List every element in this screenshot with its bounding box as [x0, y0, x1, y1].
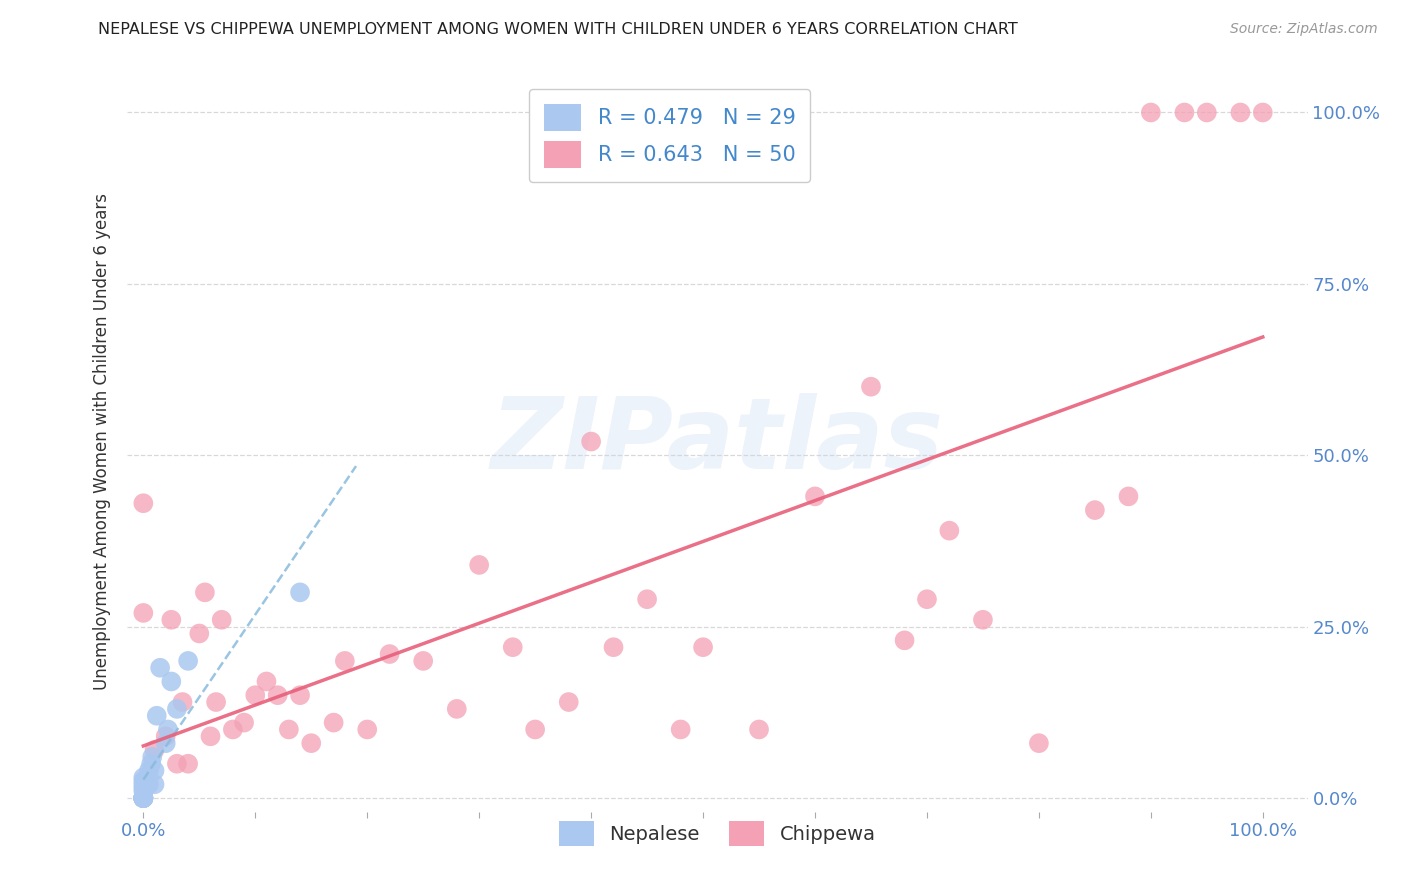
Point [1028, 736, 1050, 750]
Point [333, 654, 356, 668]
Point [132, 791, 155, 805]
Point [378, 647, 401, 661]
Point [132, 791, 155, 805]
Point [1173, 105, 1195, 120]
Text: Source: ZipAtlas.com: Source: ZipAtlas.com [1230, 22, 1378, 37]
Point [160, 613, 183, 627]
Legend: Nepalese, Chippewa: Nepalese, Chippewa [551, 814, 883, 854]
Point [132, 780, 155, 795]
Point [188, 626, 211, 640]
Point [692, 640, 714, 655]
Point [172, 695, 194, 709]
Point [938, 524, 960, 538]
Text: ZIPatlas: ZIPatlas [491, 393, 943, 490]
Point [132, 791, 155, 805]
Point [602, 640, 624, 655]
Point [132, 771, 155, 785]
Point [277, 723, 299, 737]
Y-axis label: Unemployment Among Women with Children Under 6 years: Unemployment Among Women with Children U… [93, 193, 111, 690]
Point [138, 764, 160, 778]
Point [160, 674, 183, 689]
Point [1229, 105, 1251, 120]
Point [132, 606, 155, 620]
Point [166, 702, 188, 716]
Point [132, 496, 155, 510]
Text: NEPALESE VS CHIPPEWA UNEMPLOYMENT AMONG WOMEN WITH CHILDREN UNDER 6 YEARS CORREL: NEPALESE VS CHIPPEWA UNEMPLOYMENT AMONG … [98, 22, 1018, 37]
Point [748, 723, 770, 737]
Point [288, 585, 311, 599]
Point [132, 791, 155, 805]
Point [211, 613, 233, 627]
Point [636, 592, 658, 607]
Point [524, 723, 547, 737]
Point [579, 434, 602, 449]
Point [468, 558, 491, 572]
Point [299, 736, 322, 750]
Point [1118, 489, 1140, 503]
Point [1195, 105, 1218, 120]
Point [915, 592, 938, 607]
Point [558, 695, 581, 709]
Point [143, 764, 166, 778]
Point [256, 674, 278, 689]
Point [132, 791, 155, 805]
Point [156, 723, 179, 737]
Point [288, 688, 311, 702]
Point [446, 702, 468, 716]
Point [804, 489, 827, 503]
Point [145, 708, 167, 723]
Point [155, 736, 177, 750]
Point [322, 715, 344, 730]
Point [200, 729, 222, 743]
Point [132, 791, 155, 805]
Point [1084, 503, 1107, 517]
Point [1251, 105, 1274, 120]
Point [177, 756, 200, 771]
Point [138, 777, 160, 791]
Point [132, 791, 155, 805]
Point [893, 633, 915, 648]
Point [222, 723, 245, 737]
Point [412, 654, 434, 668]
Point [266, 688, 288, 702]
Point [166, 756, 188, 771]
Point [132, 784, 155, 798]
Point [143, 777, 166, 791]
Point [972, 613, 994, 627]
Point [132, 791, 155, 805]
Point [141, 750, 163, 764]
Point [233, 715, 256, 730]
Point [1140, 105, 1163, 120]
Point [859, 380, 882, 394]
Point [669, 723, 692, 737]
Point [132, 791, 155, 805]
Point [149, 661, 172, 675]
Point [194, 585, 217, 599]
Point [205, 695, 228, 709]
Point [132, 773, 155, 788]
Point [132, 791, 155, 805]
Point [356, 723, 378, 737]
Point [245, 688, 267, 702]
Point [177, 654, 200, 668]
Point [155, 729, 177, 743]
Point [143, 743, 166, 757]
Point [502, 640, 524, 655]
Point [132, 777, 155, 791]
Point [141, 756, 163, 771]
